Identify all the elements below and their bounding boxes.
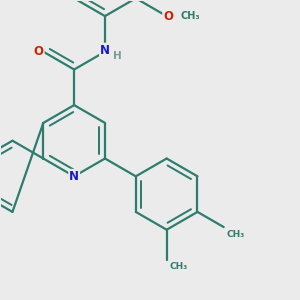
Text: H: H [113, 51, 122, 61]
Text: O: O [163, 10, 173, 22]
Text: CH₃: CH₃ [170, 262, 188, 271]
Text: N: N [100, 44, 110, 57]
Text: CH₃: CH₃ [227, 230, 245, 239]
Text: O: O [34, 45, 44, 58]
Text: N: N [69, 170, 79, 183]
Text: CH₃: CH₃ [181, 11, 200, 21]
